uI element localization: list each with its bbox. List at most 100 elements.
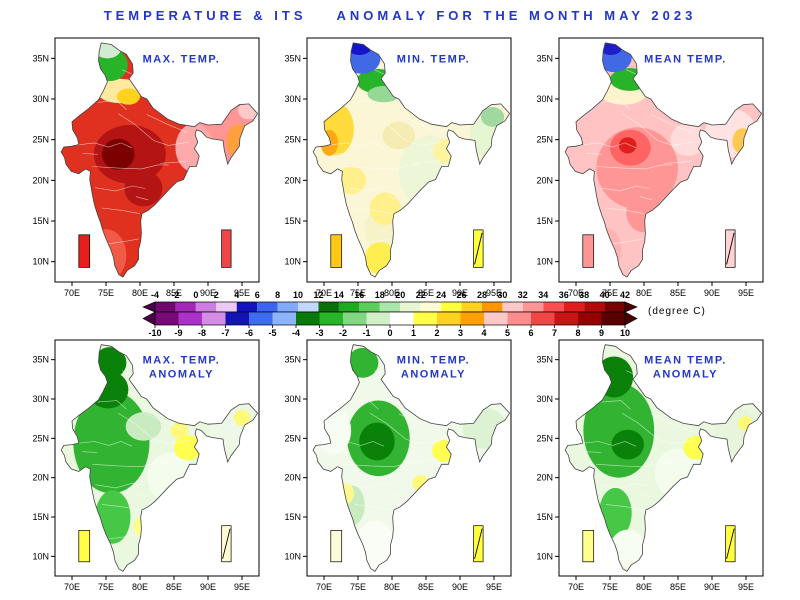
colorbar1-segment xyxy=(338,302,360,312)
temp-region xyxy=(583,383,655,478)
state-boundary xyxy=(353,207,393,214)
india-outline xyxy=(312,42,511,278)
temp-region xyxy=(732,128,753,155)
y-tick-label: 10N xyxy=(32,257,49,267)
state-boundary xyxy=(577,441,636,447)
x-tick-label: 90E xyxy=(704,288,720,298)
colorbar2-segment xyxy=(413,312,437,325)
temp-region xyxy=(610,529,646,568)
state-boundary xyxy=(360,534,391,540)
temp-region xyxy=(174,435,202,461)
state-boundary xyxy=(650,114,692,133)
x-tick-label: 95E xyxy=(486,582,502,592)
colorbar1-segment xyxy=(379,302,401,312)
state-boundary xyxy=(599,185,650,192)
state-boundary xyxy=(344,462,421,468)
state-boundary xyxy=(599,482,650,489)
y-tick-label: 30N xyxy=(536,394,553,404)
colorbar1-segment xyxy=(298,302,319,312)
y-tick-label: 15N xyxy=(284,216,301,226)
x-tick-label: 70E xyxy=(316,288,332,298)
x-tick-label: 75E xyxy=(602,288,618,298)
colorbar2-label: -7 xyxy=(221,328,229,338)
state-boundary xyxy=(334,451,350,453)
india-outline xyxy=(564,344,763,572)
colorbar1-segment xyxy=(400,302,421,312)
plot-frame xyxy=(558,339,764,577)
colorbar1-label: 18 xyxy=(375,290,385,300)
state-boundary xyxy=(344,164,421,170)
colorbar2-segment xyxy=(366,312,390,325)
y-tick-label: 15N xyxy=(536,512,553,522)
x-tick-label: 90E xyxy=(200,582,216,592)
temp-region xyxy=(599,487,632,539)
colorbar1-segment xyxy=(257,302,278,312)
colorbar2-label: -4 xyxy=(292,328,300,338)
panel-label-mean-temp: MEAN TEMP. xyxy=(644,53,727,65)
colorbar1-segment xyxy=(359,302,380,312)
colorbar1-segment xyxy=(522,302,544,312)
andaman-box xyxy=(221,229,232,268)
temp-region xyxy=(591,228,622,271)
colorbar1-segment xyxy=(216,302,237,312)
india-outline xyxy=(312,344,511,572)
colorbar1-label: 24 xyxy=(436,290,446,300)
colorbar2-label: 8 xyxy=(575,328,580,338)
state-boundary xyxy=(73,441,132,447)
x-tick-label: 85E xyxy=(670,288,686,298)
colorbar1-label: 2 xyxy=(214,290,219,300)
state-boundary xyxy=(101,207,141,214)
colorbar2-segment xyxy=(531,312,555,325)
state-boundary xyxy=(160,160,188,164)
x-tick-label: 95E xyxy=(738,582,754,592)
x-tick-label: 95E xyxy=(486,288,502,298)
x-tick-label: 90E xyxy=(452,582,468,592)
state-boundary xyxy=(639,493,653,497)
temp-region xyxy=(226,124,253,159)
colorbar2-segment xyxy=(178,312,202,325)
plot-frame xyxy=(54,339,260,577)
colorbar1-label: 12 xyxy=(313,290,323,300)
x-tick-label: 80E xyxy=(132,288,148,298)
colorbar2-segment xyxy=(460,312,484,325)
x-tick-label: 70E xyxy=(64,582,80,592)
x-tick-label: 95E xyxy=(234,582,250,592)
y-tick-label: 25N xyxy=(284,433,301,443)
colorbar2-label: -3 xyxy=(315,328,323,338)
andaman-box-hatch xyxy=(222,528,231,559)
state-boundary xyxy=(160,458,188,462)
colorbar1-segment xyxy=(175,302,196,312)
state-boundary xyxy=(639,196,653,201)
colorbar1-label: 28 xyxy=(477,290,487,300)
state-boundary xyxy=(605,207,645,214)
x-tick-label: 80E xyxy=(132,582,148,592)
panel-mean-temp-anomaly: 35N 30N 25N 20N 15N 10N 70E 75E 80E 85E 90E 95E MEAN… xyxy=(529,336,777,600)
y-tick-label: 30N xyxy=(536,94,553,104)
colorbar1-label: 10 xyxy=(293,290,303,300)
colorbar2-label: -10 xyxy=(148,328,161,338)
state-boundary xyxy=(622,412,694,445)
x-tick-label: 70E xyxy=(568,288,584,298)
lakshadweep-box xyxy=(330,530,343,563)
temp-region xyxy=(462,407,507,449)
temp-region xyxy=(124,170,163,207)
colorbar2-label: 1 xyxy=(411,328,416,338)
state-boundary xyxy=(349,100,379,110)
temp-region xyxy=(320,129,339,156)
x-tick-label: 90E xyxy=(452,288,468,298)
x-tick-label: 90E xyxy=(704,582,720,592)
temp-region xyxy=(618,137,637,154)
lakshadweep-box xyxy=(78,530,91,563)
state-boundary xyxy=(92,462,169,468)
temp-region xyxy=(683,436,708,460)
y-tick-label: 30N xyxy=(32,94,49,104)
state-boundary xyxy=(347,482,398,489)
colorbar2-segment xyxy=(390,312,414,325)
state-boundary xyxy=(82,451,98,453)
x-tick-label: 85E xyxy=(418,582,434,592)
lakshadweep-box xyxy=(582,234,595,268)
state-boundary xyxy=(146,114,188,133)
colorbar1-left-arrow xyxy=(142,301,156,313)
temp-region xyxy=(369,192,401,226)
